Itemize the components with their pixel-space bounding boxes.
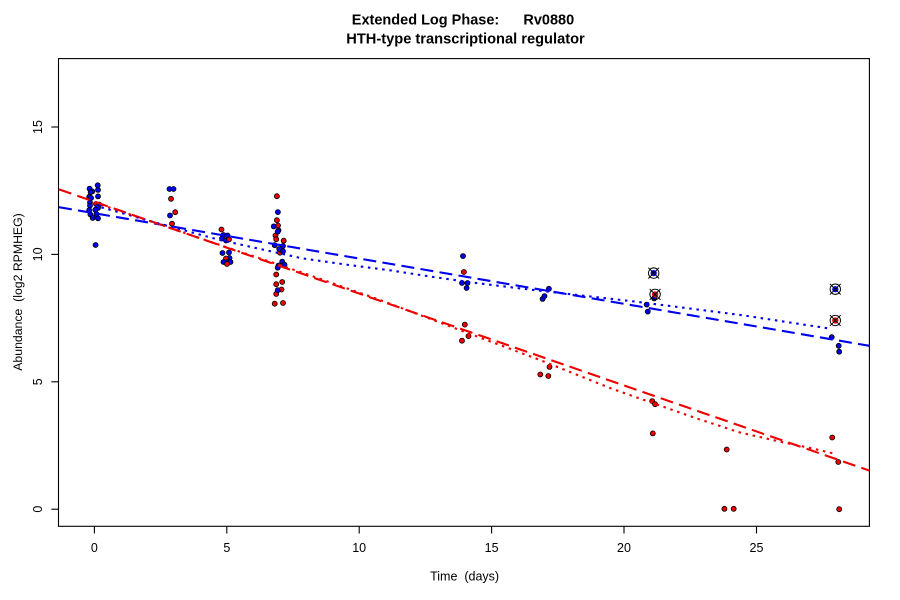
svg-text:5: 5 <box>31 378 45 385</box>
svg-text:HTH-type transcriptional regul: HTH-type transcriptional regulator <box>346 32 585 48</box>
svg-text:0: 0 <box>31 506 45 513</box>
svg-text:Extended Log Phase: Rv088: Extended Log Phase: Rv0880 <box>352 13 574 29</box>
svg-text:20: 20 <box>617 541 631 555</box>
svg-text:15: 15 <box>31 120 45 134</box>
svg-text:10: 10 <box>31 247 45 261</box>
svg-text:25: 25 <box>750 541 764 555</box>
svg-text:Abundance (log2 RPMHEG): Abundance (log2 RPMHEG) <box>11 213 25 371</box>
svg-text:10: 10 <box>352 541 366 555</box>
svg-text:Time (days): Time (days) <box>430 569 499 583</box>
svg-text:15: 15 <box>485 541 499 555</box>
svg-text:0: 0 <box>91 541 98 555</box>
svg-text:5: 5 <box>223 541 230 555</box>
